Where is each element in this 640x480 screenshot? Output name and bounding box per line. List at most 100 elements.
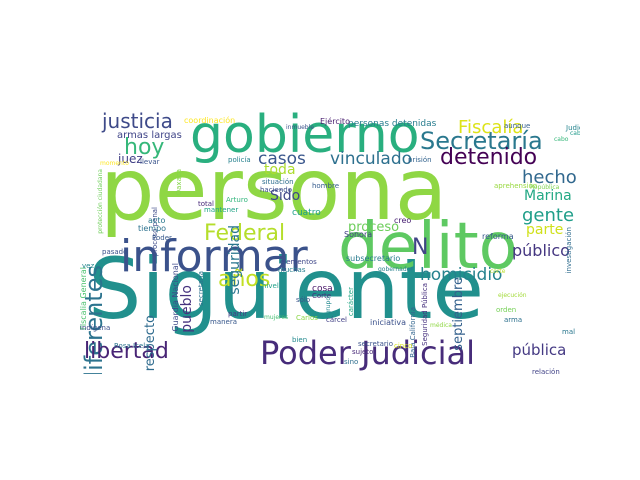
word: aunque — [504, 122, 531, 130]
word: Sonora — [344, 230, 373, 239]
word: indígena — [80, 324, 111, 332]
word: septiembre — [451, 277, 466, 351]
word: cabo — [554, 136, 569, 143]
word: homicidio — [420, 265, 503, 285]
word: subsecretario — [346, 254, 401, 263]
word: momento — [100, 160, 129, 167]
word: Poder Judicial — [260, 334, 475, 372]
word: nivel — [262, 282, 279, 290]
word: Fiscalía General — [80, 267, 88, 331]
word: tiempo — [138, 224, 167, 233]
word: detenido — [440, 145, 538, 170]
word: total — [198, 200, 215, 208]
word: carácter — [347, 287, 355, 317]
word: mantener — [204, 206, 239, 214]
word: creo — [394, 216, 412, 225]
word: prisión — [408, 156, 432, 164]
word: sino — [344, 358, 359, 366]
word: orden — [496, 306, 517, 314]
word: vinculado — [330, 149, 413, 169]
word: Sido — [270, 188, 301, 204]
word: muchas — [278, 266, 306, 274]
word: vez — [82, 262, 95, 270]
word: Siguiente — [88, 240, 485, 338]
word: cosa — [312, 284, 333, 294]
word: hoy — [124, 135, 165, 160]
word: partir — [228, 310, 248, 318]
word: Marina — [524, 188, 572, 204]
word: policía — [228, 156, 251, 164]
word: acto — [148, 216, 166, 225]
word: grupo — [325, 297, 332, 315]
word: Poder — [152, 234, 172, 242]
word: bien — [292, 336, 308, 344]
word: arma — [504, 316, 523, 324]
word: Judicatura — [566, 124, 580, 132]
word: sujeto — [352, 348, 374, 356]
word: reforma — [482, 232, 514, 241]
word: público — [512, 241, 570, 260]
word: armas largas — [117, 130, 182, 141]
word: parte — [526, 222, 564, 238]
word: corte — [490, 268, 506, 275]
word: gobierno — [190, 107, 420, 165]
word: cinco — [394, 342, 413, 350]
word: Secretaría — [420, 127, 543, 155]
word: situación — [262, 178, 294, 186]
word: informar — [120, 231, 308, 282]
word: Baja California — [409, 307, 417, 358]
word: gente — [522, 205, 575, 226]
word: Federal — [204, 221, 286, 246]
word: hombre — [312, 182, 340, 190]
word: gobernador — [378, 266, 413, 273]
word: coordinación — [184, 116, 236, 125]
word: haciendo — [260, 186, 292, 194]
word: investigación — [565, 227, 573, 274]
word: Fiscalía — [458, 117, 524, 138]
word: libertad — [84, 339, 169, 364]
word: Arturo — [226, 196, 248, 204]
word: ejecución — [498, 292, 527, 299]
word: médica — [430, 322, 452, 329]
word: cárcel — [326, 316, 347, 324]
word: mujeres — [264, 314, 289, 321]
word: delito — [338, 210, 518, 284]
word: pública — [512, 341, 567, 359]
word: cabo — [570, 130, 580, 137]
word: justicia — [102, 109, 173, 133]
word: sólo — [296, 296, 311, 304]
word: manera — [210, 318, 238, 326]
word: secretario — [358, 340, 393, 348]
word: Corte — [312, 292, 332, 300]
word: hecho — [522, 167, 577, 188]
word: inmueble — [286, 124, 314, 131]
word: mal — [562, 328, 576, 336]
word: Seguridad Pública — [421, 283, 429, 346]
word: N — [412, 235, 429, 260]
word: relación — [532, 368, 560, 375]
word: Ejército — [320, 117, 350, 126]
word: Oaxaca — [175, 169, 183, 196]
word: cuatro — [292, 208, 321, 218]
word: aprehensión — [494, 182, 538, 190]
word: proceso — [348, 220, 400, 235]
word: secretaría — [197, 271, 205, 306]
word: personas detenidas — [348, 119, 437, 129]
word: llevar — [140, 158, 160, 166]
word: pasado — [102, 248, 128, 256]
word: elementos — [280, 258, 317, 266]
word: casos — [258, 149, 306, 169]
word: años — [218, 267, 271, 292]
word: República — [530, 184, 560, 191]
word: Rosa Icela — [114, 342, 150, 350]
word: seguridad — [227, 225, 243, 295]
word: pueblo — [179, 285, 195, 333]
word: persona — [100, 140, 448, 240]
word: juez — [118, 152, 143, 166]
word: toda — [264, 162, 296, 178]
word: Guardia Nacional — [171, 263, 180, 332]
word: iniciativa — [370, 318, 407, 327]
word: protección ciudadana — [97, 169, 104, 234]
word-cloud: persona Siguiente delito informar gobierno Po… — [80, 107, 580, 374]
word: Carlos — [296, 314, 318, 322]
